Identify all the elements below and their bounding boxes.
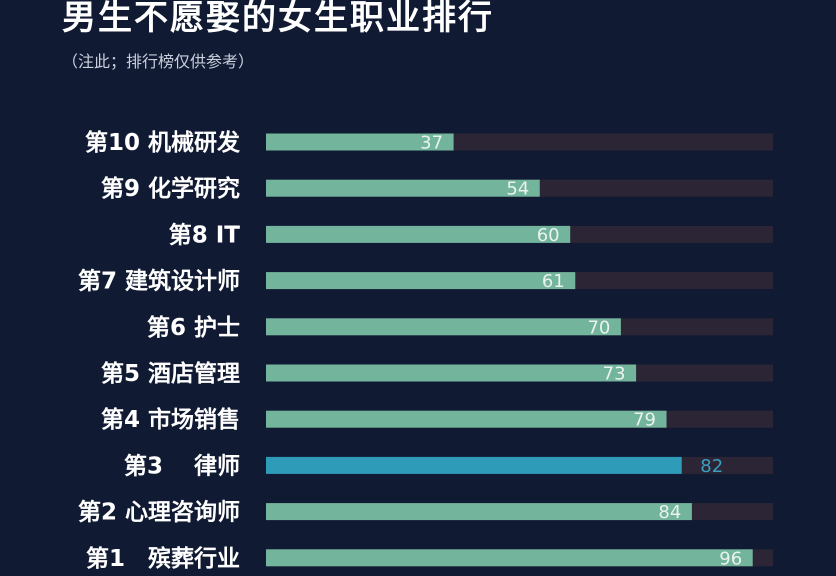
bar: [266, 549, 753, 567]
value-label: 82: [700, 456, 723, 477]
bar: [266, 364, 637, 382]
value-label: 61: [542, 271, 565, 292]
bar: [266, 225, 571, 243]
value-label: 79: [633, 410, 656, 431]
bar: [266, 503, 692, 521]
category-label: 第2 心理咨询师: [78, 499, 240, 526]
category-label: 第10 机械研发: [85, 129, 240, 156]
category-label: 第6 护士: [147, 314, 240, 341]
category-label: 第3 律师: [124, 452, 240, 479]
chart-title: 男生不愿娶的女生职业排行: [62, 0, 494, 38]
value-label: 60: [537, 225, 560, 246]
value-label: 84: [658, 502, 681, 523]
value-label: 70: [587, 317, 610, 338]
value-label: 37: [420, 133, 443, 154]
value-label: 96: [719, 548, 742, 569]
category-label: 第9 化学研究: [101, 175, 240, 202]
category-label: 第5 酒店管理: [101, 360, 240, 387]
category-label: 第4 市场销售: [101, 406, 240, 433]
bar-highlight: [266, 456, 682, 474]
bar: [266, 133, 454, 151]
category-label: 第8 IT: [169, 221, 241, 248]
chart-subtitle: （注此；排行榜仅供参考）: [62, 52, 255, 71]
bar: [266, 272, 576, 290]
value-label: 73: [603, 364, 626, 385]
category-label: 第1 殡葬行业: [86, 545, 240, 572]
bar: [266, 318, 621, 336]
category-label: 第7 建筑设计师: [78, 268, 240, 295]
bar: [266, 179, 540, 197]
value-label: 54: [506, 179, 529, 200]
bar: [266, 410, 667, 428]
